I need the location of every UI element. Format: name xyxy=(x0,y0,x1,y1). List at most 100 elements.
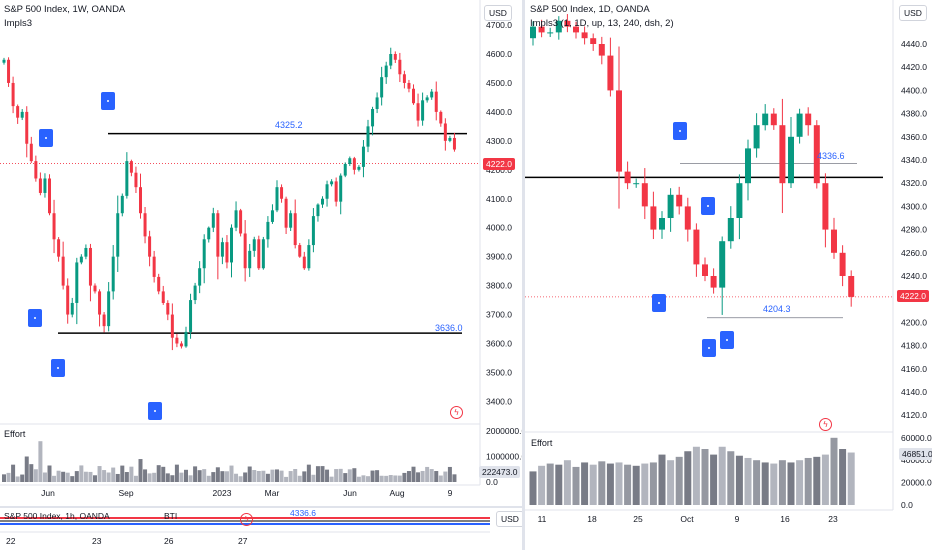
left-candle xyxy=(284,198,288,228)
right-time-tick: 23 xyxy=(828,514,838,524)
right-candle xyxy=(538,26,545,33)
left-candle xyxy=(175,337,179,344)
right-volume-bar xyxy=(615,462,623,505)
left-time-tick: Mar xyxy=(265,488,280,498)
right-volume-bar xyxy=(624,464,632,505)
pane-divider-vertical[interactable] xyxy=(522,0,525,550)
right-volume-bar xyxy=(538,465,546,505)
left-indicator-label[interactable]: Impls3 xyxy=(4,18,32,29)
right-candle xyxy=(805,113,812,126)
right-price-tick: 4260.0 xyxy=(901,248,927,258)
left-volume-bar xyxy=(338,468,343,482)
left-volume-bar xyxy=(279,470,284,482)
left-candle xyxy=(116,213,120,257)
right-candle xyxy=(573,26,579,33)
right-currency-button[interactable]: USD xyxy=(899,5,927,21)
left-chart-canvas[interactable]: 4700.04600.04500.04400.04300.04200.04100… xyxy=(0,0,522,508)
right-lower-level-label: 4204.3 xyxy=(763,304,791,314)
right-chart-pane[interactable]: 4440.0 4420.0 4400.0 4380.0 4360.0 4340.0 4320… xyxy=(525,0,932,550)
left-currency-button[interactable]: USD xyxy=(484,5,512,21)
right-volume-bar xyxy=(606,463,614,505)
right-volume-bar xyxy=(675,456,683,505)
bottom-chart-title: S&P 500 Index, 1h, OANDA xyxy=(4,511,110,521)
left-candle xyxy=(207,227,211,240)
left-chart-pane[interactable]: 4700.04600.04500.04400.04300.04200.04100… xyxy=(0,0,522,508)
left-candle xyxy=(302,256,306,269)
right-volume-bar xyxy=(598,461,606,505)
left-candle xyxy=(239,210,243,234)
left-volume-bar xyxy=(147,473,152,482)
left-volume-bar xyxy=(270,469,275,482)
left-candle xyxy=(266,221,270,240)
right-volume-bar xyxy=(839,449,847,505)
left-candle xyxy=(193,285,197,301)
left-volume-bar xyxy=(133,475,138,482)
left-volume-bar xyxy=(88,471,93,482)
left-time-tick: Jun xyxy=(343,488,357,498)
right-volume-bar xyxy=(632,465,640,505)
left-volume-bar xyxy=(447,466,452,482)
left-volume-bar xyxy=(143,469,148,482)
left-alert-icon[interactable]: ϟ xyxy=(450,406,463,419)
right-candle xyxy=(684,206,691,230)
right-candle xyxy=(693,229,700,265)
left-volume-bar xyxy=(434,471,439,482)
left-candle xyxy=(248,250,252,269)
right-candle xyxy=(530,26,536,39)
left-candle xyxy=(448,137,452,141)
left-candle xyxy=(79,256,83,263)
right-candle xyxy=(607,55,614,91)
left-candle xyxy=(393,54,397,60)
bottom-indicator-label[interactable]: BTI xyxy=(164,511,178,521)
left-volume-bar xyxy=(452,474,457,482)
left-volume-bar xyxy=(29,464,34,482)
right-volume-tick: 60000.0 xyxy=(901,433,932,443)
left-volume-bar xyxy=(334,469,339,482)
left-volume-bar xyxy=(406,471,411,482)
left-volume-bar xyxy=(320,466,325,482)
left-candle xyxy=(48,178,51,214)
right-volume-bar xyxy=(787,462,795,505)
left-volume-bar xyxy=(56,470,61,482)
right-candle xyxy=(555,20,562,33)
right-chart-canvas[interactable]: 4440.0 4420.0 4400.0 4380.0 4360.0 4340.0 4320… xyxy=(525,0,932,550)
left-candle xyxy=(375,97,379,110)
left-candle xyxy=(243,233,247,269)
left-arrow-up-marker-dot xyxy=(154,410,156,412)
left-candle xyxy=(298,245,302,257)
right-price-tick: 4200.0 xyxy=(901,317,927,327)
left-candle xyxy=(425,97,429,101)
bottom-chart-pane[interactable]: 22 23 26 27 S&P 500 Index, 1h, OANDA BTI 43… xyxy=(0,508,522,550)
left-volume-bar xyxy=(261,470,266,482)
left-volume-tick: 2000000.0 xyxy=(486,426,522,436)
pane-divider-horizontal[interactable] xyxy=(0,506,522,508)
left-volume-bar xyxy=(265,473,270,482)
right-arrow-up-marker-dot xyxy=(726,339,728,341)
left-volume-bar xyxy=(420,470,425,482)
left-volume-bar xyxy=(52,475,57,482)
left-volume-bar xyxy=(215,467,220,482)
right-alert-icon[interactable]: ϟ xyxy=(819,418,832,431)
bottom-currency-button[interactable]: USD xyxy=(496,511,522,527)
left-candle xyxy=(261,239,265,269)
left-volume-bar xyxy=(311,474,316,482)
right-volume-bar xyxy=(847,452,855,505)
left-volume-bar xyxy=(11,464,16,482)
left-volume-bar xyxy=(184,469,188,482)
left-candle xyxy=(389,54,393,66)
left-volume-bar xyxy=(393,475,398,482)
right-indicator-label[interactable]: Impls3 (1, 1D, up, 13, 240, dsh, 2) xyxy=(530,18,674,29)
right-volume-bar xyxy=(589,464,597,505)
left-volume-bar xyxy=(443,471,448,482)
left-candle xyxy=(339,175,343,202)
left-volume-bar xyxy=(402,472,407,482)
left-candle xyxy=(366,126,370,147)
bottom-alert-icon[interactable]: ϟ xyxy=(240,513,253,526)
left-price-tick: 3400.0 xyxy=(486,396,512,406)
right-candle xyxy=(736,183,743,218)
left-candle xyxy=(361,146,365,167)
left-volume-bar xyxy=(97,466,102,482)
right-volume-bar xyxy=(649,462,657,505)
left-volume-bar xyxy=(188,475,193,482)
right-price-tick: 4300.0 xyxy=(901,201,927,211)
